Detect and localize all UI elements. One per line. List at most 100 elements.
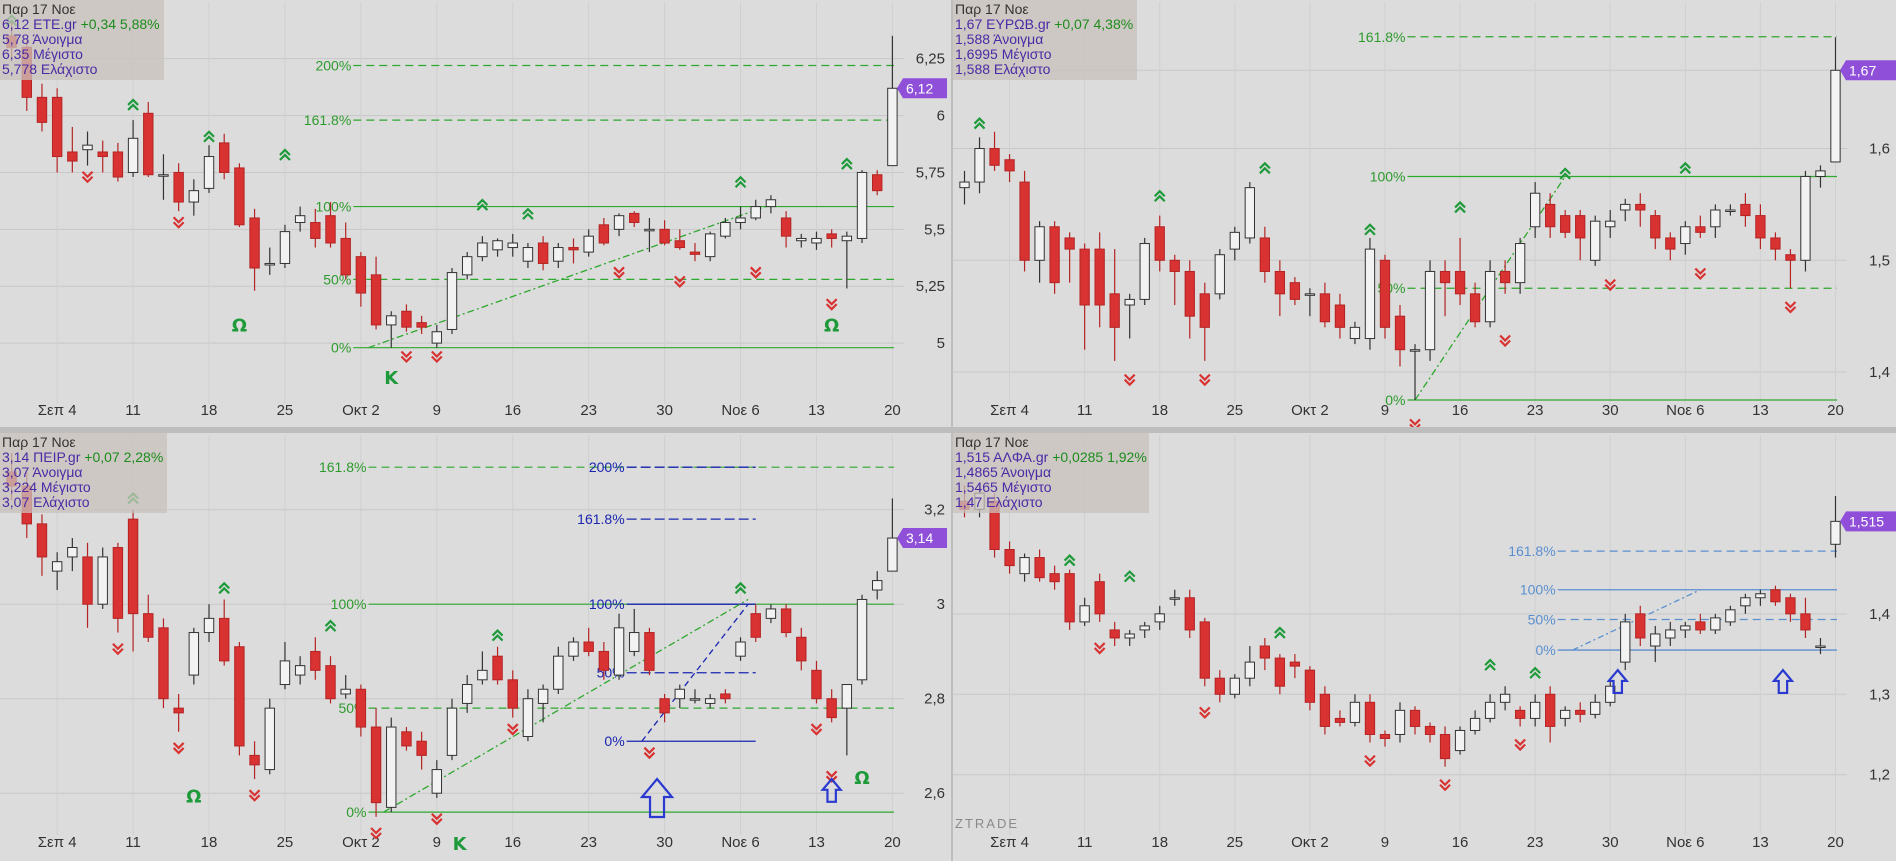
chevron-up-icon [1063,553,1076,567]
chart-panel-ete[interactable]: 5 5,25 5,5 5,75 6 6,25 Σεπ 4 11 18 25 Οκτ 2 9 16 23 30… [0,0,951,427]
candle [1575,702,1586,723]
candle-body [1094,248,1105,306]
chart-svg-eurob: 1,4 1,5 1,6 Σεπ 4 11 18 25 Οκτ 2 9 16 23 30 Νοε 6 13 2… [953,2,1896,427]
candle-body [780,608,792,634]
candle-body [1469,717,1481,731]
candle-body [750,613,761,638]
candle [1154,605,1165,630]
chevron-up-icon [734,175,747,189]
chevron-up-icon [973,117,986,130]
candle-body [568,641,579,657]
candle [1590,215,1601,266]
candle-body [735,217,746,224]
candle-body [1454,729,1466,752]
x-axis: Σεπ 4 11 18 25 Οκτ 2 9 16 23 30 Νοε 6 13 20 [990,402,1844,419]
pattern-label: K [453,834,468,855]
candles [6,20,898,348]
candle-body [1244,661,1255,679]
candle [1545,686,1556,743]
chart-panel-eurob[interactable]: 1,4 1,5 1,6 Σεπ 4 11 18 25 Οκτ 2 9 16 23 30 Νοε 6 13 2… [953,0,1896,427]
candle-body [720,222,731,237]
candle-body [112,151,124,178]
candle [1710,613,1721,634]
candle [1319,282,1331,328]
candle [989,131,1000,171]
candle-body [537,242,549,264]
candle-body [872,580,883,591]
divider-horizontal[interactable] [0,427,1896,433]
candle-body [1214,254,1225,295]
candle-body [340,688,351,695]
x-tick-label: 11 [1077,834,1093,851]
chart-panel-peir[interactable]: 2,6 2,8 3 3,2 Σεπ 4 11 18 25 Οκτ 2 9 16 23 30 Νοε 6 13… [0,433,951,861]
candle [1289,277,1301,305]
candle [507,233,518,257]
candle [294,656,306,685]
candle [1139,237,1150,305]
candle-body [613,215,625,230]
candle-body [1019,181,1030,261]
candle-body [1214,677,1225,695]
chart-panel-alpha[interactable]: 1,2 1,3 1,4 Σεπ 4 11 18 25 Οκτ 2 9 16 23 30 Νοε 6 13 2… [953,433,1896,861]
candle-body [112,547,124,619]
info-open: 1,588 Άνοιγμα [955,31,1044,47]
candle [1199,617,1210,687]
x-tick-label: Νοε 6 [721,402,759,419]
x-tick-label: Οκτ 2 [1291,834,1329,851]
fib-levels: 0% 50% 100% 161.8% [1508,543,1837,658]
candle [1529,694,1541,727]
sub-fib-label: 0% [604,733,624,749]
candle-body [1529,192,1541,228]
chevron-up-icon [1123,570,1136,583]
y-tick-label: 2,6 [924,785,945,802]
y-axis: 1,4 1,5 1,6 [1869,141,1890,382]
candle [82,131,93,166]
candle [1499,260,1511,294]
candle-body [1469,293,1481,323]
candle-body [1529,701,1541,719]
candle-body [218,142,230,173]
x-tick-label: 13 [808,402,825,419]
candle [431,760,443,798]
candle-body [887,87,898,167]
candle [1575,210,1586,261]
candle-body [249,754,260,766]
candle [1109,621,1120,647]
candle [735,637,746,661]
x-tick-label: 20 [884,834,901,851]
y-tick-label: 2,8 [924,691,945,708]
candle-body [689,251,701,255]
candle-body [446,272,458,330]
candle [856,594,868,685]
candle-body [1184,270,1195,317]
info-box-ete: Παρ 17 Νοε 6,12 ΕΤΕ.gr +0,34 5,88% 5,78 … [0,0,164,80]
x-tick-label: 13 [1752,834,1769,851]
candle-body [158,627,169,700]
candle [401,727,412,751]
y-tick-label: 1,5 [1869,252,1890,269]
candle-body [143,613,154,638]
candle [796,233,807,248]
candle-body [82,144,93,151]
candle-body [279,231,291,264]
candle [492,238,503,257]
candle-body [659,228,670,244]
candle [598,642,610,680]
candle-body [674,240,686,249]
candle-body [1394,709,1406,735]
chevron-down-icon [1439,778,1451,792]
candle [629,211,640,228]
candle [127,509,139,652]
candle [1274,260,1286,317]
y-tick-label: 5,25 [916,278,945,295]
last-price-tag: 3,14 [897,528,947,549]
candle [1755,204,1766,250]
candle [1379,254,1391,339]
candle [1439,260,1451,317]
candle [780,211,792,248]
candle [1514,706,1526,727]
candle [1424,260,1436,361]
info-change: +0,07 2,28% [84,449,164,465]
candle [1364,694,1376,743]
candle-body [188,190,200,203]
